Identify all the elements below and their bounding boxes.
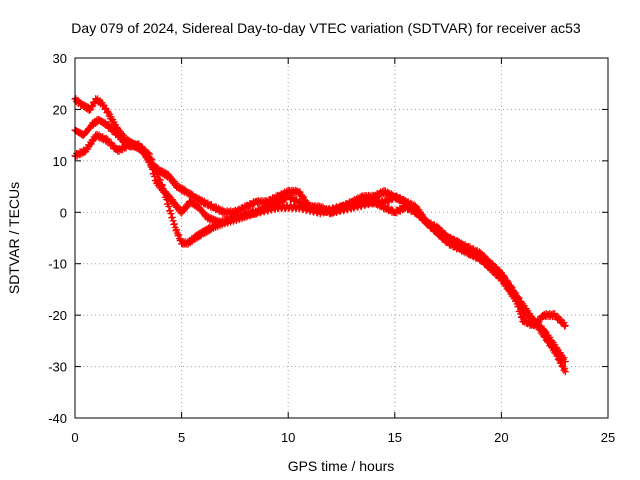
data-point xyxy=(161,188,169,196)
grid-layer xyxy=(75,58,608,418)
plot-frame xyxy=(74,57,609,419)
data-point xyxy=(500,273,508,281)
y-tick-label: 0 xyxy=(60,205,67,220)
data-point xyxy=(460,243,468,251)
data-point xyxy=(147,156,155,164)
data-point xyxy=(541,333,549,341)
y-axis-title: SDTVAR / TECUs xyxy=(6,182,22,294)
series-track-a xyxy=(71,94,569,366)
data-point xyxy=(538,327,546,335)
data-point xyxy=(507,283,515,291)
data-layer xyxy=(71,94,569,376)
data-point xyxy=(146,150,154,158)
data-point xyxy=(87,140,95,148)
data-point xyxy=(167,210,175,218)
data-point xyxy=(499,271,507,279)
data-point xyxy=(160,187,168,195)
x-tick-label: 20 xyxy=(494,430,508,445)
y-tick-label: -10 xyxy=(48,257,67,272)
data-point xyxy=(158,181,166,189)
data-point xyxy=(137,142,145,150)
data-point xyxy=(477,249,485,257)
data-point xyxy=(151,165,159,173)
data-point xyxy=(109,141,117,149)
data-point xyxy=(170,178,178,186)
data-point xyxy=(152,166,160,174)
data-point xyxy=(173,226,181,234)
data-point xyxy=(556,315,564,323)
data-point xyxy=(554,351,562,359)
x-tick-label: 10 xyxy=(281,430,295,445)
data-point xyxy=(144,149,152,157)
data-point xyxy=(153,170,161,178)
data-point xyxy=(102,134,110,142)
data-point xyxy=(559,363,567,371)
data-point xyxy=(156,176,164,184)
x-axis-title: GPS time / hours xyxy=(288,458,395,474)
data-point xyxy=(536,326,544,334)
data-point xyxy=(148,155,156,163)
y-tick-label: 30 xyxy=(53,51,67,66)
data-point xyxy=(511,292,519,300)
data-point xyxy=(434,223,442,231)
data-point xyxy=(104,121,112,129)
x-tick-label: 5 xyxy=(178,430,185,445)
data-point xyxy=(296,188,304,196)
chart-title: Day 079 of 2024, Sidereal Day-to-day VTE… xyxy=(71,20,581,36)
data-point xyxy=(561,368,569,376)
data-point xyxy=(300,193,308,201)
y-tick-label: 20 xyxy=(53,102,67,117)
data-point xyxy=(514,302,522,310)
data-point xyxy=(561,321,569,329)
data-point xyxy=(158,180,166,188)
series-track-c xyxy=(71,130,569,330)
x-tick-label: 0 xyxy=(71,430,78,445)
data-point xyxy=(536,315,544,323)
data-point xyxy=(104,109,112,117)
data-point xyxy=(166,207,174,215)
data-point xyxy=(183,203,191,211)
data-point xyxy=(561,365,569,373)
data-point xyxy=(438,226,446,234)
data-point xyxy=(404,199,412,207)
data-point xyxy=(169,217,177,225)
data-point xyxy=(150,160,158,168)
tick-layer: 0 5 10 15 20 25 -40 -30 -20 -10 0 10 20 30 xyxy=(48,51,615,445)
x-tick-label: 25 xyxy=(601,430,615,445)
data-point xyxy=(168,213,176,221)
data-point xyxy=(509,286,517,294)
data-point xyxy=(170,220,178,228)
data-point xyxy=(538,315,546,323)
data-point xyxy=(196,232,204,240)
data-point xyxy=(106,138,114,146)
data-point xyxy=(175,231,183,239)
data-point xyxy=(561,322,569,330)
data-point xyxy=(107,124,115,132)
data-point xyxy=(560,366,568,374)
data-point xyxy=(457,240,465,248)
y-tick-label: -30 xyxy=(48,360,67,375)
data-point xyxy=(175,204,183,212)
data-point xyxy=(502,276,510,284)
data-point xyxy=(148,159,156,167)
y-tick-label: 10 xyxy=(53,154,67,169)
data-point xyxy=(553,312,561,320)
y-tick-label: -40 xyxy=(48,411,67,426)
data-point xyxy=(560,354,568,362)
data-point xyxy=(163,196,171,204)
x-tick-label: 15 xyxy=(388,430,402,445)
data-point xyxy=(557,358,565,366)
data-point xyxy=(154,171,162,179)
y-tick-label: -20 xyxy=(48,308,67,323)
data-point xyxy=(512,297,520,305)
data-point xyxy=(165,202,173,210)
